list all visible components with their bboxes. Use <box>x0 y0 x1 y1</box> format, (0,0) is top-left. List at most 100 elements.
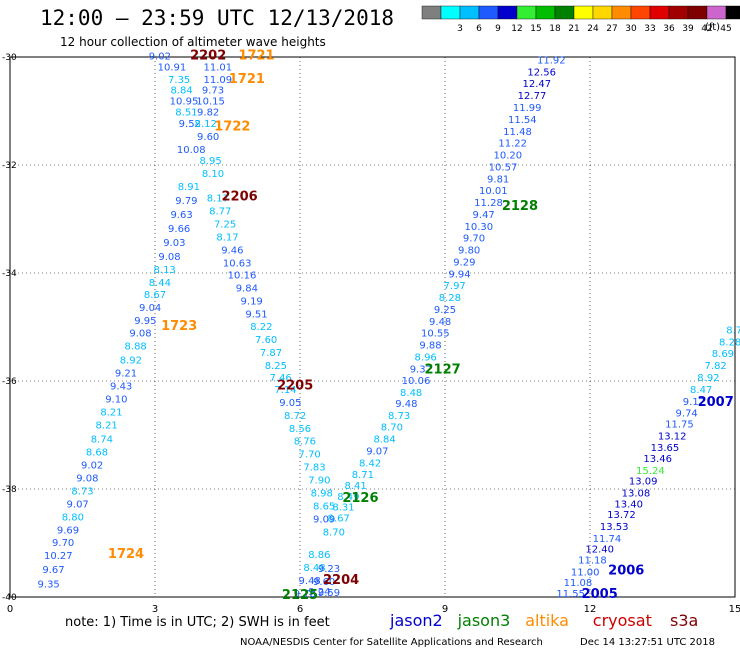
satellite-cryosat-label: cryosat <box>593 611 652 630</box>
swh-value-label: 9.47 <box>473 210 495 221</box>
legend-swatch <box>554 5 575 20</box>
swh-value-label: 8.42 <box>359 458 381 469</box>
swh-value-label: 9.29 <box>453 257 475 268</box>
satellite-jason3-label: jason3 <box>457 611 511 630</box>
pass-number-label: 1721 <box>229 72 265 87</box>
legend-swatch <box>611 5 632 20</box>
pass-number-label: 2202 <box>190 49 226 64</box>
swh-value-label: 9.82 <box>197 107 219 118</box>
swh-value-label: 9.69 <box>57 525 79 536</box>
swh-value-label: 8.95 <box>199 156 221 167</box>
swh-value-label: 8.48 <box>400 388 422 399</box>
footer-note: note: 1) Time is in UTC; 2) SWH is in fe… <box>65 615 330 630</box>
legend-tick-label: 45 <box>720 24 731 34</box>
swh-value-label: 8.84 <box>373 435 395 446</box>
swh-value-label: 8.84 <box>170 86 192 97</box>
swh-value-label: 9.94 <box>448 269 470 280</box>
swh-value-label: 10.20 <box>494 151 523 162</box>
swh-value-label: 8.17 <box>216 233 238 244</box>
swh-value-label: 8.17 <box>207 194 229 205</box>
pass-track-a: 9.0210.917.358.8410.958.519.5210.088.919… <box>38 52 206 591</box>
legend-tick-label: 33 <box>644 24 655 34</box>
swh-value-label: 9.23 <box>318 564 340 575</box>
swh-value-label: 9.08 <box>158 252 180 263</box>
swh-value-label: 13.72 <box>607 510 636 521</box>
swh-value-label: 12.40 <box>585 545 614 556</box>
swh-value-label: 9.66 <box>168 224 190 235</box>
swh-value-label: 13.53 <box>600 522 629 533</box>
swh-value-label: 8.91 <box>178 182 200 193</box>
swh-value-label: 8.86 <box>308 550 330 561</box>
swh-value-label: 11.09 <box>204 75 233 86</box>
swh-value-label: 11.75 <box>665 419 694 430</box>
swh-value-label: 9.73 <box>202 86 224 97</box>
plot-area: 0 3 6 9 12 15-30-32-34-36-38-409.0210.917.358… <box>2 49 740 615</box>
swh-value-label: 7.25 <box>214 220 236 231</box>
swh-value-label: 9.21 <box>115 369 137 380</box>
swh-value-label: 9.08 <box>76 473 98 484</box>
swh-value-label: 8.69 <box>712 349 734 360</box>
swh-value-label: 9.78 <box>294 589 316 600</box>
swh-value-label: 8.25 <box>265 361 287 372</box>
swh-value-label: 7.14 <box>274 385 296 396</box>
legend-swatch <box>478 5 499 20</box>
swh-value-label: 8.68 <box>86 448 108 459</box>
legend-tick-label: 3 <box>457 24 463 34</box>
legend-swatch <box>592 5 613 20</box>
swh-value-label: 9.52 <box>179 119 201 130</box>
swh-value-label: 9.70 <box>463 234 485 245</box>
swh-value-label: 10.08 <box>177 145 206 156</box>
swh-value-label: 11.92 <box>537 55 566 66</box>
swh-value-label: 11.22 <box>498 139 527 150</box>
swh-value-label: 9.70 <box>52 538 74 549</box>
swh-value-label: 11.01 <box>204 63 233 74</box>
swh-value-label: 8.92 <box>697 373 719 384</box>
y-tick-label: -38 <box>2 485 17 495</box>
swh-value-label: 10.30 <box>465 222 494 233</box>
satellite-s3a-label: s3a <box>670 611 698 630</box>
swh-value-label: 11.00 <box>571 567 600 578</box>
swh-value-label: 9.04 <box>139 303 161 314</box>
swh-value-label: 8.12 <box>195 119 217 130</box>
legend-unit: (ft) <box>705 22 720 33</box>
swh-value-label: 9.19 <box>241 296 263 307</box>
swh-value-label: 9.48 <box>395 399 417 410</box>
swh-value-label: 9.79 <box>175 196 197 207</box>
satellite-jason2-label: jason2 <box>389 611 443 630</box>
swh-value-label: 8.65 <box>313 502 335 513</box>
pass-track-d: 11.5511.0811.0011.1812.4011.7413.5313.72… <box>556 325 740 600</box>
legend-tick-label: 27 <box>606 24 617 34</box>
pass-number-label: 1723 <box>161 319 197 334</box>
swh-value-label: 10.27 <box>44 551 73 562</box>
pass-number-label: 2006 <box>608 563 644 578</box>
swh-value-label: 9.02 <box>149 52 171 63</box>
swh-value-label: 12.77 <box>518 91 547 102</box>
swh-value-label: 8.13 <box>154 265 176 276</box>
swh-value-label: 10.16 <box>228 270 257 281</box>
swh-value-label: 8.72 <box>284 411 306 422</box>
x-tick-label: 6 <box>297 604 303 615</box>
swh-value-label: 9.81 <box>487 174 509 185</box>
plot-frame <box>9 56 736 598</box>
y-tick-label: -34 <box>2 269 17 279</box>
pass-number-label: 2005 <box>582 587 618 602</box>
y-tick-label: -40 <box>2 593 17 603</box>
swh-value-label: 9.12 <box>683 397 705 408</box>
legend-swatch <box>630 5 651 20</box>
swh-value-label: 8.10 <box>202 169 224 180</box>
swh-value-label: 13.12 <box>658 431 687 442</box>
pass-number-label: 2126 <box>342 491 378 506</box>
swh-value-label: 7.97 <box>444 281 466 292</box>
pass-number-label: 2206 <box>221 190 257 205</box>
pass-number-label: 1724 <box>108 547 144 562</box>
swh-value-label: 9.10 <box>105 395 127 406</box>
swh-value-label: 12.47 <box>523 79 552 90</box>
swh-value-label: 8.73 <box>726 325 740 336</box>
swh-value-label: 7.83 <box>303 463 325 474</box>
chart-subtitle: 12 hour collection of altimeter wave hei… <box>60 35 326 49</box>
legend-swatch <box>459 5 480 20</box>
y-tick-label: -36 <box>2 377 17 387</box>
swh-value-label: 9.02 <box>81 460 103 471</box>
